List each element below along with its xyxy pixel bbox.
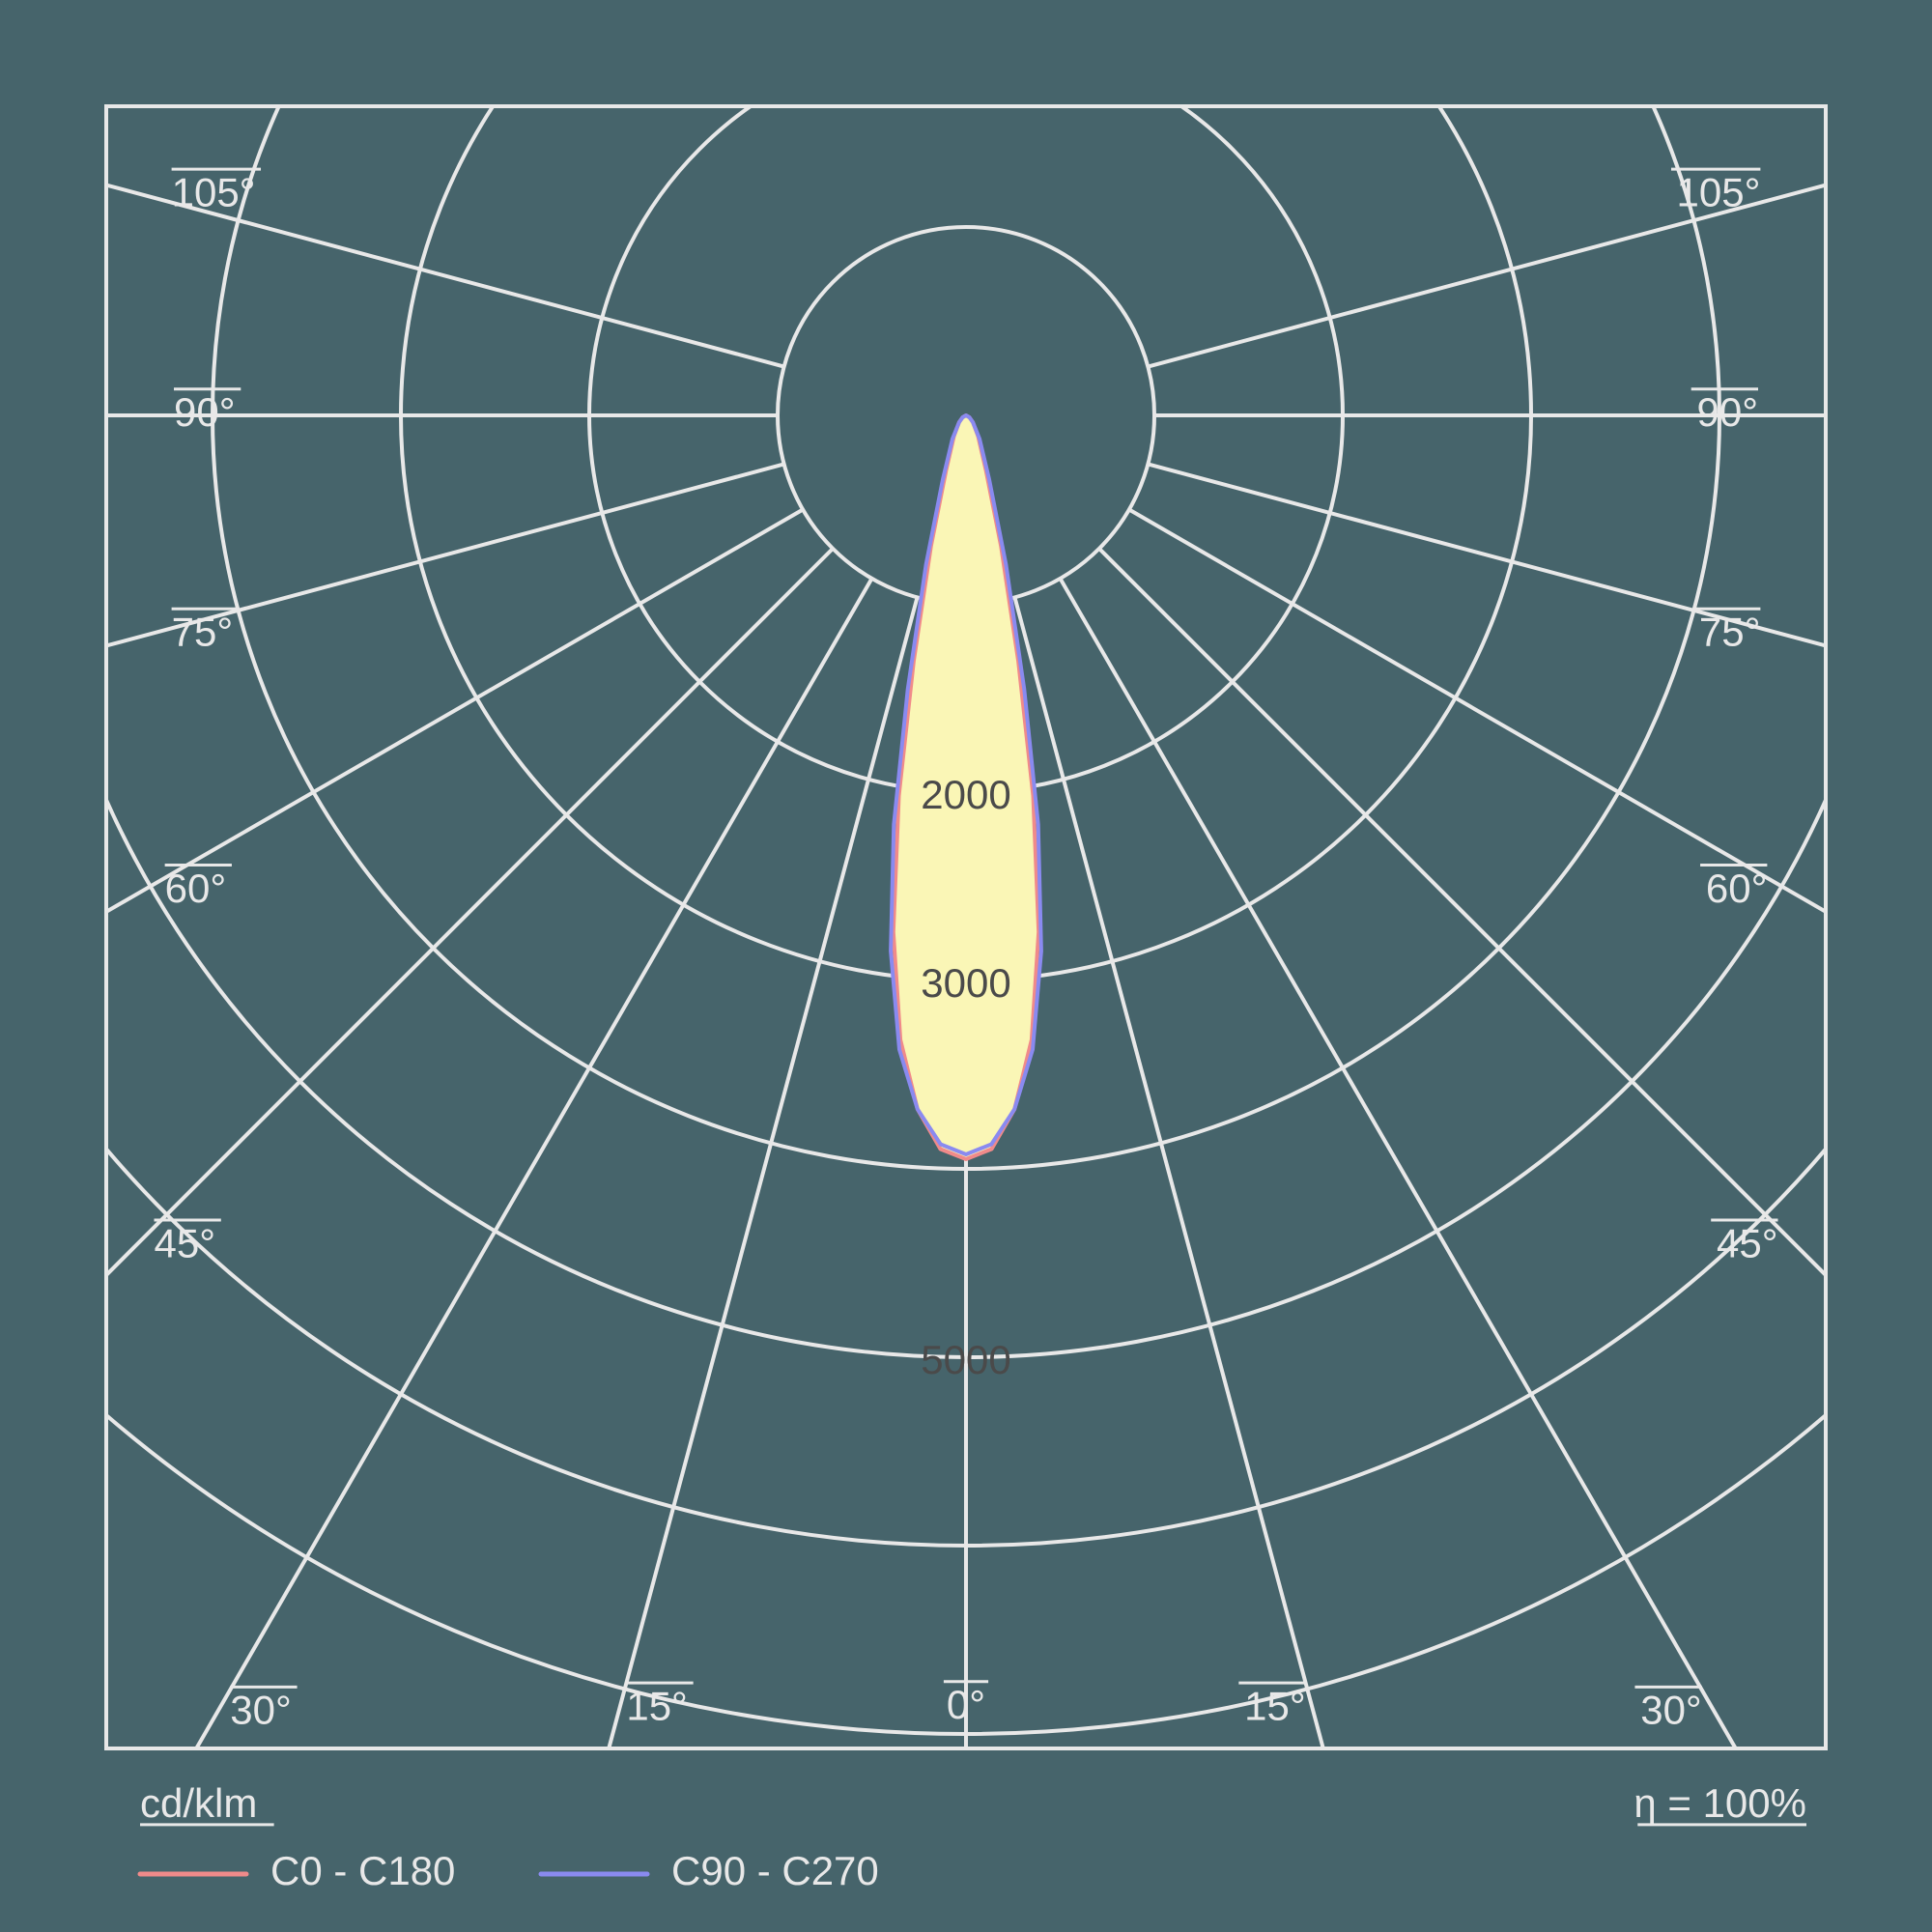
angle-label: 90° bbox=[1696, 389, 1758, 435]
angle-label: 30° bbox=[230, 1688, 292, 1733]
ring-label: 3000 bbox=[921, 960, 1010, 1006]
angle-label: 75° bbox=[172, 610, 234, 655]
angle-label: 105° bbox=[172, 169, 256, 214]
angle-label: 75° bbox=[1699, 610, 1761, 655]
angle-label: 90° bbox=[174, 389, 236, 435]
angle-label: 60° bbox=[1706, 866, 1768, 911]
angle-label: 105° bbox=[1677, 169, 1761, 214]
ring-label: 5000 bbox=[921, 1337, 1010, 1382]
angle-label: 15° bbox=[1244, 1684, 1306, 1729]
polar-photometric-chart: 2000 3000 5000 105° 90° 75° 60° 45° 30° 15° 0° 15° 3… bbox=[0, 0, 1932, 1932]
ring-label: 2000 bbox=[921, 772, 1010, 817]
chart-svg: 2000 3000 5000 105° 90° 75° 60° 45° 30° 15° 0° 15° 3… bbox=[0, 0, 1932, 1932]
angle-label: 0° bbox=[947, 1682, 985, 1727]
legend-title: cd/klm bbox=[140, 1780, 257, 1826]
angle-label: 45° bbox=[1717, 1220, 1778, 1265]
angle-label: 45° bbox=[154, 1220, 215, 1265]
angle-label: 15° bbox=[626, 1684, 688, 1729]
angle-label: 60° bbox=[165, 866, 227, 911]
angle-label: 30° bbox=[1640, 1688, 1702, 1733]
legend-item-label: C0 - C180 bbox=[270, 1848, 455, 1893]
efficiency-label: η = 100% bbox=[1634, 1780, 1806, 1826]
legend-item-label: C90 - C270 bbox=[671, 1848, 879, 1893]
